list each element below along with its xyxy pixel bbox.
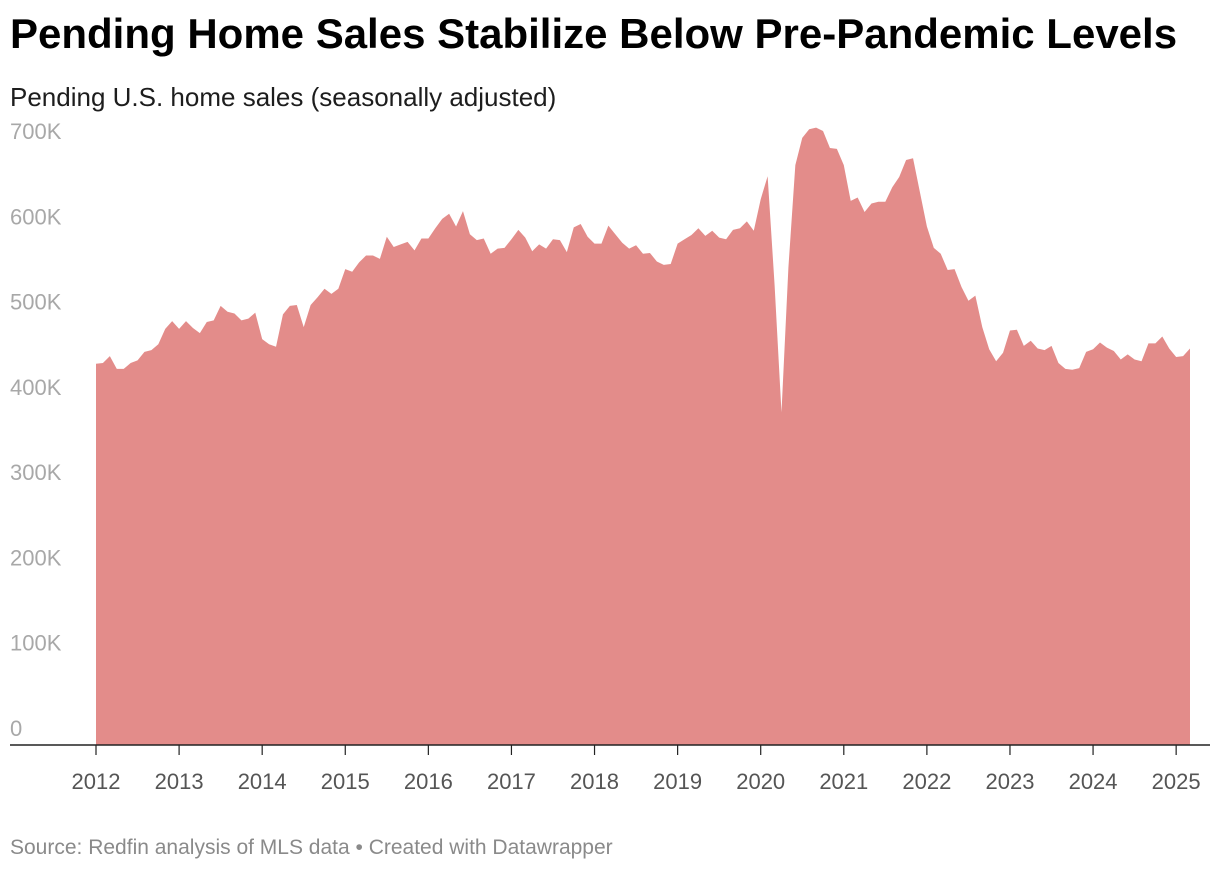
x-tick-label: 2020 bbox=[736, 769, 785, 794]
x-axis-ticks: 2012 2013 2014 2015 2016 2017 2018 2019 2020 2021… bbox=[72, 745, 1201, 794]
y-tick-label: 600K bbox=[10, 204, 62, 229]
x-tick-label: 2012 bbox=[72, 769, 121, 794]
y-tick-label: 400K bbox=[10, 375, 62, 400]
y-tick-label: 700K bbox=[10, 119, 62, 144]
y-tick-label: 500K bbox=[10, 290, 62, 315]
x-tick-label: 2013 bbox=[155, 769, 204, 794]
x-tick-label: 2017 bbox=[487, 769, 536, 794]
x-tick-label: 2018 bbox=[570, 769, 619, 794]
y-tick-label: 0 bbox=[10, 716, 22, 741]
x-tick-label: 2019 bbox=[653, 769, 702, 794]
y-axis-ticks: 0 100K 200K 300K 400K 500K 600K 700K bbox=[10, 119, 62, 741]
x-tick-label: 2016 bbox=[404, 769, 453, 794]
x-tick-label: 2023 bbox=[985, 769, 1034, 794]
y-tick-label: 200K bbox=[10, 545, 62, 570]
source-note: Source: Redfin analysis of MLS data • Cr… bbox=[10, 836, 613, 859]
x-tick-label: 2025 bbox=[1152, 769, 1201, 794]
x-tick-label: 2024 bbox=[1069, 769, 1118, 794]
x-tick-label: 2014 bbox=[238, 769, 287, 794]
x-tick-label: 2022 bbox=[902, 769, 951, 794]
chart-subtitle: Pending U.S. home sales (seasonally adju… bbox=[10, 82, 557, 112]
area-series bbox=[96, 127, 1190, 746]
x-tick-label: 2021 bbox=[819, 769, 868, 794]
y-tick-label: 300K bbox=[10, 460, 62, 485]
x-tick-label: 2015 bbox=[321, 769, 370, 794]
chart-title: Pending Home Sales Stabilize Below Pre-P… bbox=[10, 10, 1178, 57]
y-tick-label: 100K bbox=[10, 631, 62, 656]
